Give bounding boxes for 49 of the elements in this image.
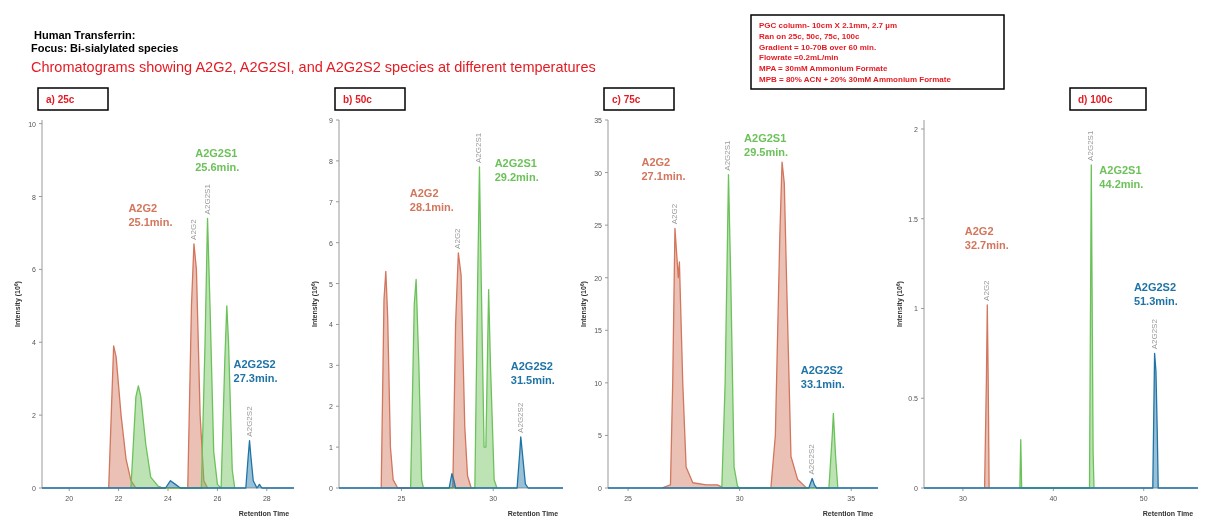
text: Flowrate =0.2mL/min [759,53,839,63]
annotation: 27.1min. [641,169,686,182]
text: MPA = 30mM Ammonium Formate [759,64,888,74]
text: A2G2S1 [195,147,238,160]
text: A2G2S2 [244,405,254,437]
text: A2G2 [641,155,671,168]
text: A2G2S1 [723,139,733,171]
annotation: 29.5min. [744,145,789,158]
text: MPB = 80% ACN + 20% 30mM Ammonium Formate [759,75,952,84]
text: A2G2S1 [1099,164,1142,177]
text: A2G2S1 [474,132,484,164]
text: A2G2S2 [807,443,817,475]
annotation: 25.6min. [195,161,240,174]
annotation: 44.2min. [1099,178,1144,191]
text: A2G2S1 [494,157,537,170]
annotation: 31.5min. [510,373,555,386]
text: A2G2S2 [1133,280,1177,293]
text: Chromatograms showing A2G2, A2G2SI, and A2G2S2 species at different temperatures [31,59,596,75]
annotation: 33.1min. [800,378,845,391]
text: A2G2 [409,187,439,200]
text: Ran on 25c, 50c, 75c, 100c [759,31,861,41]
text: A2G2 [188,218,198,240]
annotation: 51.3min. [1133,294,1178,307]
text: Human Transferrin: [34,29,136,41]
annotation: 25.1min. [128,215,173,228]
text: A2G2 [453,227,463,249]
text: Gradient = 10-70B over 60 min. [759,42,877,52]
text: A2G2 [982,279,992,301]
text: A2G2S2 [515,402,525,433]
chart-title: c) 75c [612,94,641,105]
text: A2G2S2 [233,358,276,371]
text: A2G2 [669,203,679,225]
chart-title: d) 100c [1078,94,1113,105]
text: A2G2S2 [1149,318,1159,350]
annotation: 32.7min. [964,239,1009,252]
chart-title: a) 25c [46,94,75,105]
text: A2G2S2 [800,364,843,377]
text: A2G2S1 [202,183,212,215]
annotation: 27.3min. [233,372,278,385]
text: A2G2 [128,201,158,214]
text: Focus: Bi-sialylated species [31,42,179,54]
text: PGC column- 10cm X 2.1mm, 2.7 µm [759,21,897,30]
chart-title: b) 50c [343,94,373,105]
text: A2G2S1 [744,131,787,144]
text: A2G2S2 [510,359,554,372]
text: A2G2S1 [1086,130,1096,161]
annotation: 28.1min. [409,201,454,214]
annotation: 29.2min. [494,171,539,184]
text: A2G2 [964,225,994,238]
